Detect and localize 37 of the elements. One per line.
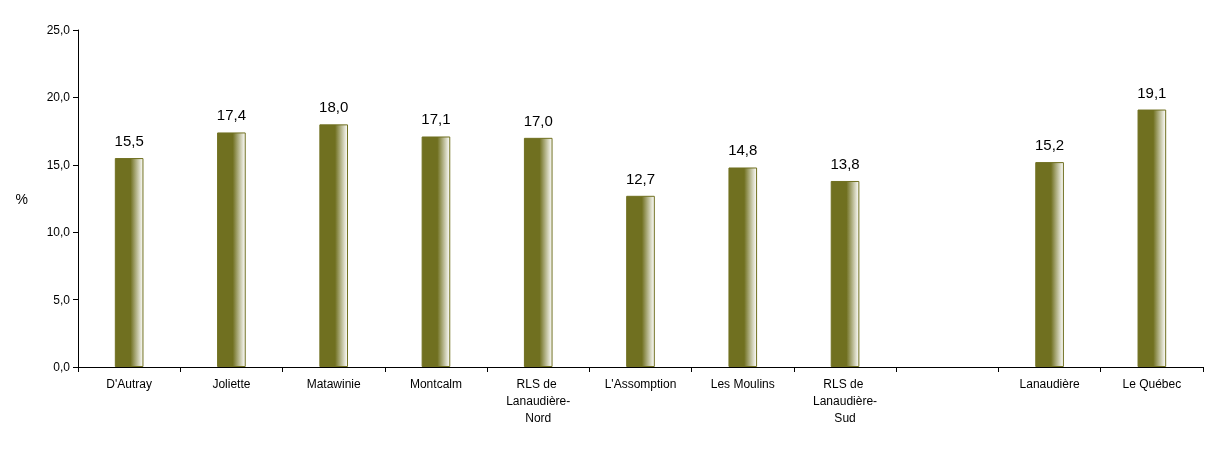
x-tick-label: Les Moulins [710, 376, 775, 391]
x-tick-label: Matawinie [306, 376, 362, 391]
bar [319, 124, 348, 367]
bar [1035, 162, 1064, 367]
data-label: 12,7 [625, 169, 656, 187]
data-label: 13,8 [830, 154, 860, 172]
x-tick-label: Lanaudière [1019, 376, 1080, 391]
bar [1137, 109, 1167, 367]
y-axis-title: % [15, 190, 28, 207]
data-label: 15,2 [1034, 136, 1065, 154]
bar [728, 167, 758, 367]
data-label: 17,1 [421, 110, 451, 128]
bar [830, 180, 860, 367]
data-label: 18,0 [319, 98, 349, 116]
x-tick-label: L'Assomption [604, 376, 677, 391]
data-label: 19,1 [1137, 83, 1167, 101]
x-tick-label: Joliette [212, 376, 251, 391]
y-tick-label: 0,0 [53, 360, 71, 374]
y-tick-label: 20,0 [46, 90, 71, 105]
data-label: 17,4 [216, 106, 247, 124]
x-tick-label: RLS de Lanaudière-Sud [813, 376, 878, 425]
bar [217, 132, 246, 367]
x-tick-label: Montcalm [409, 376, 462, 391]
bar [523, 137, 553, 367]
data-label: 17,0 [523, 111, 553, 129]
x-tick-label: RLS de Lanaudière-Nord [506, 376, 571, 425]
x-tick-label: Le Québec [1122, 376, 1182, 391]
data-label: 15,5 [114, 132, 144, 150]
y-tick-label: 25,0 [46, 23, 71, 37]
bar [626, 195, 655, 367]
bar [114, 158, 144, 367]
y-tick-label: 15,0 [46, 157, 71, 172]
y-tick-label: 5,0 [53, 292, 71, 307]
y-tick-label: 10,0 [46, 225, 71, 240]
data-label: 14,8 [728, 141, 758, 159]
x-tick-label: D'Autray [106, 376, 152, 391]
bar [421, 136, 451, 367]
